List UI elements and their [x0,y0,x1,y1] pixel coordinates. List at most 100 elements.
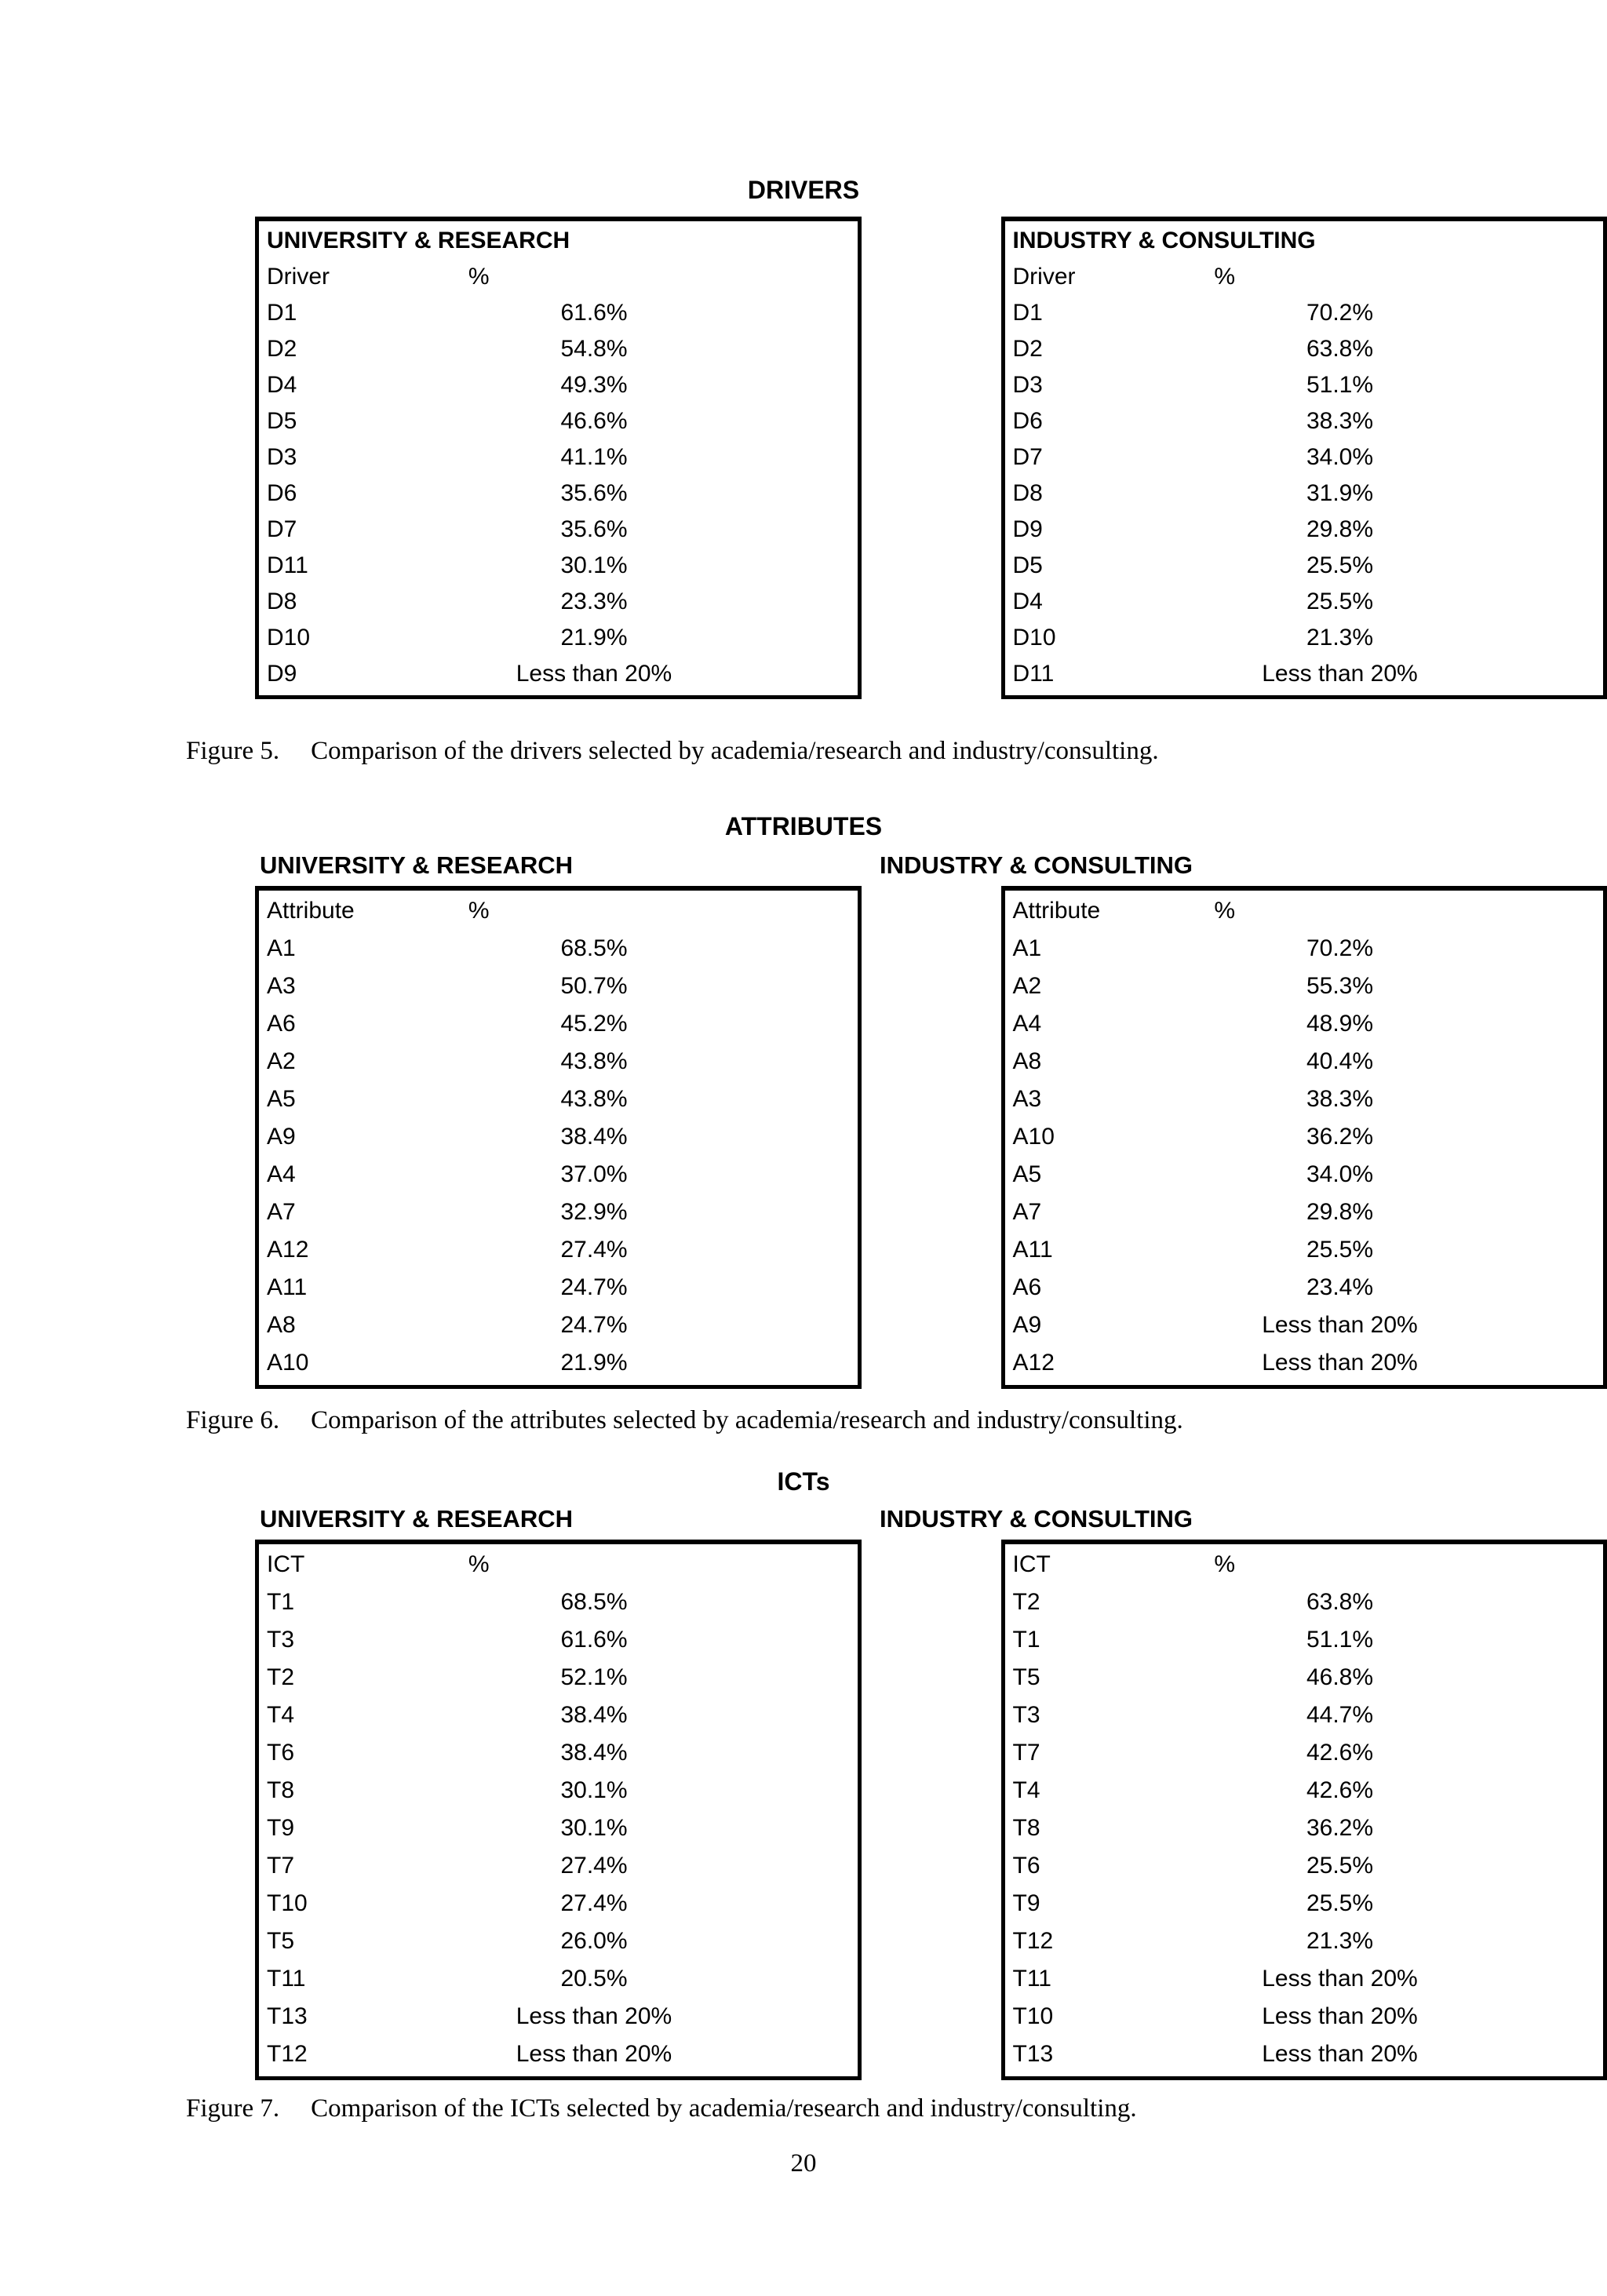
table-row: T6 38.4% [259,1734,858,1772]
figure7-caption-label: Figure 7. [186,2094,280,2123]
table-row: A3 38.3% [1005,1081,1604,1118]
row-value: 25.5% [1306,552,1374,578]
row-label: A10 [267,1350,309,1376]
table-row: D6 38.3% [1005,403,1604,439]
section-title-icts: ICTs [777,1467,830,1496]
row-label: T5 [1012,1664,1040,1690]
figure5-industry-consulting-table: INDUSTRY & CONSULTING Driver % D1 70.2% D2… [1000,217,1607,699]
table-row: A4 37.0% [259,1156,858,1194]
row-value: 55.3% [1306,973,1374,999]
row-value: 43.8% [560,1048,628,1074]
column-header-driver: Driver [1012,264,1076,290]
table-row: D11 Less than 20% [1005,656,1604,692]
table-row: T5 26.0% [259,1922,858,1960]
table-row: T4 42.6% [1005,1772,1604,1809]
figure5-caption-label: Figure 5. [186,737,280,765]
row-value: 70.2% [1306,300,1374,326]
row-label: A2 [267,1048,296,1074]
table-row: D2 63.8% [1005,331,1604,367]
row-value: 38.4% [560,1124,628,1150]
row-value: 52.1% [560,1664,628,1690]
row-label: T8 [267,1777,295,1803]
row-value: 42.6% [1306,1740,1374,1766]
row-value: 23.3% [560,589,628,614]
row-value: 38.3% [1306,1086,1374,1112]
row-value: 43.8% [560,1086,628,1112]
row-value: Less than 20% [516,661,672,687]
figure7-tables: ICT % T1 68.5% T3 61.6% T2 52.1% T4 38.4% T6 38.4… [0,1540,1607,2080]
row-label: A11 [1012,1237,1053,1263]
table-row: T1 51.1% [1005,1621,1604,1659]
column-header-percent: % [468,1551,490,1577]
row-value: 36.2% [1306,1815,1374,1841]
row-label: A4 [1012,1011,1042,1037]
row-label: A6 [267,1011,296,1037]
table-row: D9 Less than 20% [259,656,858,692]
row-label: T10 [1012,2003,1054,2029]
table-row: T2 52.1% [259,1659,858,1696]
column-header-percent: % [1214,1551,1236,1577]
row-value: 25.5% [1306,1237,1374,1263]
row-value: 21.9% [560,625,628,651]
page-number: 20 [790,2149,817,2178]
row-label: T8 [1012,1815,1040,1841]
row-value: 38.3% [1306,408,1374,434]
row-value: 63.8% [1306,336,1374,362]
table-row: A11 24.7% [259,1269,858,1307]
table-header: Driver % [259,259,858,295]
table-row: D7 35.6% [259,512,858,548]
row-label: T2 [267,1664,295,1690]
table-row: A5 43.8% [259,1081,858,1118]
row-label: A3 [1012,1086,1042,1112]
table-row: D5 25.5% [1005,548,1604,584]
row-value: 32.9% [560,1199,628,1225]
table-row: T7 42.6% [1005,1734,1604,1772]
table-row: A10 21.9% [259,1344,858,1382]
group-title-industry-consulting: INDUSTRY & CONSULTING [880,851,1193,879]
table-row: A10 36.2% [1005,1118,1604,1156]
row-value: 37.0% [560,1161,628,1187]
table-row: D11 30.1% [259,548,858,584]
row-value: Less than 20% [516,2041,672,2067]
table-row: A7 32.9% [259,1194,858,1231]
row-label: A1 [267,935,296,961]
row-value: 31.9% [1306,480,1374,506]
table-row: T9 30.1% [259,1809,858,1847]
table-row: A9 38.4% [259,1118,858,1156]
row-value: 38.4% [560,1702,628,1728]
row-label: D6 [1012,408,1043,434]
row-value: 24.7% [560,1274,628,1300]
table-row: A4 48.9% [1005,1005,1604,1043]
table-header: ICT % [259,1546,858,1584]
table-row: A5 34.0% [1005,1156,1604,1194]
row-label: T1 [1012,1627,1040,1653]
row-value: 34.0% [1306,1161,1374,1187]
table-row: T9 25.5% [1005,1885,1604,1922]
row-label: T4 [267,1702,295,1728]
row-value: 46.6% [560,408,628,434]
table-row: T11 20.5% [259,1960,858,1998]
row-label: T9 [1012,1890,1040,1916]
figure5-university-research-table: UNIVERSITY & RESEARCH Driver % D1 61.6% D2… [255,217,862,699]
table-body: A1 68.5% A3 50.7% A6 45.2% A2 43.8% A5 43.8% A9 38.… [259,930,858,1382]
row-label: D7 [1012,444,1043,470]
row-label: A6 [1012,1274,1042,1300]
table-row: T6 25.5% [1005,1847,1604,1885]
figure7-industry-consulting-table: ICT % T2 63.8% T1 51.1% T5 46.8% T3 44.7% T7 42.6… [1000,1540,1607,2080]
row-label: D11 [267,552,308,578]
table-row: T13 Less than 20% [259,1998,858,2035]
row-value: 35.6% [560,480,628,506]
row-value: 23.4% [1306,1274,1374,1300]
table-row: D8 31.9% [1005,476,1604,512]
group-title-university-research: UNIVERSITY & RESEARCH [267,228,570,253]
row-value: 54.8% [560,336,628,362]
row-label: T1 [267,1589,295,1615]
column-header-attribute: Attribute [1012,898,1101,924]
row-value: Less than 20% [1262,661,1418,687]
row-label: D5 [267,408,297,434]
table-row: A2 55.3% [1005,968,1604,1005]
row-label: A5 [267,1086,296,1112]
row-value: 61.6% [560,300,628,326]
table-row: D10 21.3% [1005,620,1604,656]
